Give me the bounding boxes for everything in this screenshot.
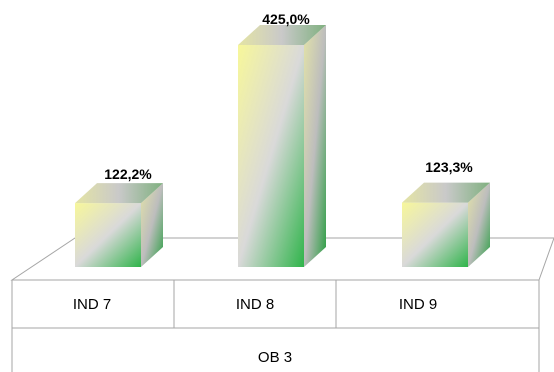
category-label-ind-7: IND 7 — [73, 296, 111, 313]
bar-top-ind-8 — [238, 25, 326, 45]
value-label-ind-9: 123,3% — [425, 159, 473, 175]
bar-side-ind-8 — [304, 25, 326, 267]
bar-ind-9 — [402, 202, 468, 267]
bar-ind-7 — [75, 203, 141, 267]
bar-series — [75, 25, 490, 267]
category-axis — [11, 280, 540, 372]
category-label-ind-9: IND 9 — [399, 296, 437, 313]
group-label: OB 3 — [258, 349, 292, 366]
value-labels: 122,2% 425,0% 123,3% — [104, 11, 473, 182]
value-label-ind-7: 122,2% — [104, 166, 152, 182]
value-label-ind-8: 425,0% — [262, 11, 310, 27]
bar-top-ind-9 — [402, 182, 490, 203]
bar-ind-8 — [238, 45, 304, 267]
bar-side-ind-7 — [141, 183, 163, 267]
bar-side-ind-9 — [468, 182, 490, 267]
bar-top-ind-7 — [75, 183, 163, 204]
category-label-ind-8: IND 8 — [236, 296, 274, 313]
category-labels: IND 7 IND 8 IND 9 OB 3 — [73, 296, 437, 366]
